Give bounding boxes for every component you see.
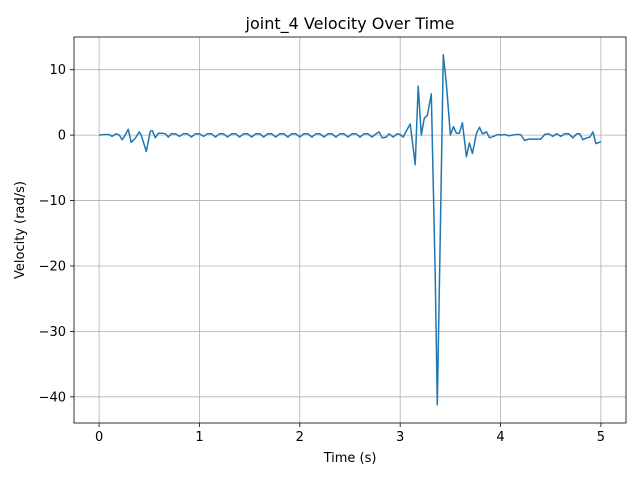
y-tick-label: −10 — [39, 194, 66, 209]
x-axis-ticks: 0 1 2 3 4 5 — [95, 423, 605, 445]
chart-title: joint_4 Velocity Over Time — [245, 14, 455, 34]
y-tick-label: 10 — [49, 63, 66, 78]
y-tick-label: −40 — [39, 390, 66, 405]
y-tick-label: 0 — [58, 129, 66, 144]
series-layer — [99, 53, 602, 406]
y-tick-label: −20 — [39, 259, 66, 274]
x-tick-label: 0 — [95, 430, 103, 445]
y-axis-ticks: −40 −30 −20 −10 0 10 — [39, 63, 74, 405]
velocity-series-line — [99, 53, 602, 406]
plot-frame — [73, 36, 627, 424]
y-axis-label: Velocity (rad/s) — [13, 181, 28, 279]
x-tick-label: 4 — [496, 430, 504, 445]
x-tick-label: 5 — [597, 430, 605, 445]
x-tick-label: 3 — [396, 430, 404, 445]
x-tick-label: 2 — [296, 430, 304, 445]
x-axis-label: Time (s) — [323, 451, 377, 466]
x-tick-label: 1 — [195, 430, 203, 445]
y-tick-label: −30 — [39, 325, 66, 340]
